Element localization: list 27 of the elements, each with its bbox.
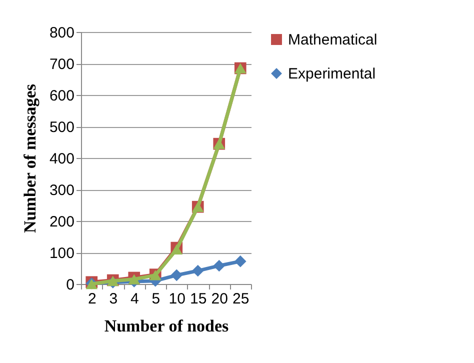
y-tick-label: 100 — [49, 245, 74, 262]
legend-label: Mathematical — [288, 32, 378, 48]
point — [170, 244, 183, 254]
y-tick-label: 200 — [49, 214, 74, 230]
y-axis-title: Number of messages — [20, 84, 40, 233]
x-tick-label: 3 — [109, 290, 118, 308]
x-tick-label: 15 — [190, 290, 207, 308]
y-tick-label: 800 — [49, 24, 74, 42]
x-tick-label: 2 — [88, 290, 96, 308]
point — [170, 269, 183, 282]
y-tick-label: 300 — [49, 182, 74, 199]
y-tick-label: 500 — [49, 119, 74, 136]
y-tick-label: 700 — [49, 56, 74, 73]
point — [213, 260, 226, 272]
y-tick-label: 600 — [49, 88, 74, 104]
x-tick-label: 25 — [232, 290, 250, 308]
point — [234, 255, 246, 268]
legend-label: Experimental — [288, 66, 376, 82]
y-tick-label: 0 — [66, 276, 74, 294]
x-tick-label: 5 — [152, 290, 160, 308]
y-tick-label: 400 — [49, 150, 74, 168]
point — [192, 264, 204, 277]
x-tick-label: 4 — [130, 290, 139, 308]
point — [128, 274, 140, 284]
x-axis-title: Number of nodes — [104, 316, 230, 336]
x-tick-label: 10 — [168, 290, 186, 308]
x-tick-label: 20 — [211, 290, 228, 308]
